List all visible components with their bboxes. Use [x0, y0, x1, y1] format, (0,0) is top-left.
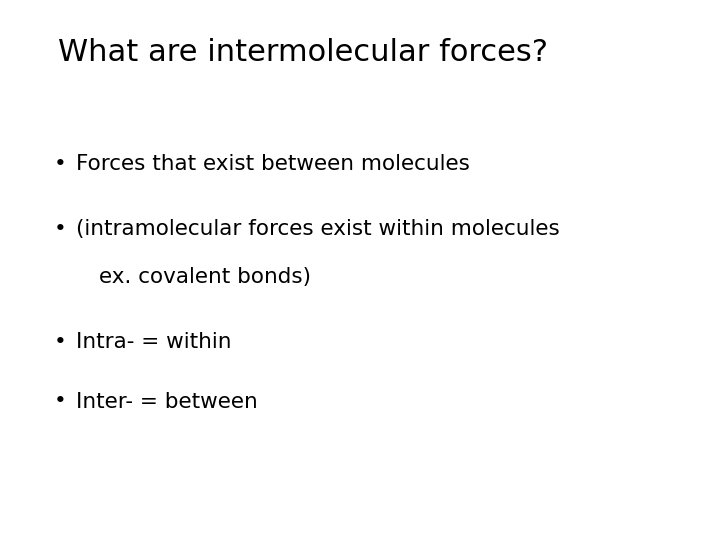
Text: Forces that exist between molecules: Forces that exist between molecules	[76, 154, 469, 174]
Text: •: •	[54, 219, 67, 239]
Text: ex. covalent bonds): ex. covalent bonds)	[99, 267, 311, 287]
Text: •: •	[54, 392, 67, 411]
Text: •: •	[54, 154, 67, 174]
Text: Intra- = within: Intra- = within	[76, 332, 231, 352]
Text: •: •	[54, 332, 67, 352]
Text: Inter- = between: Inter- = between	[76, 392, 257, 411]
Text: (intramolecular forces exist within molecules: (intramolecular forces exist within mole…	[76, 219, 559, 239]
Text: What are intermolecular forces?: What are intermolecular forces?	[58, 38, 548, 67]
